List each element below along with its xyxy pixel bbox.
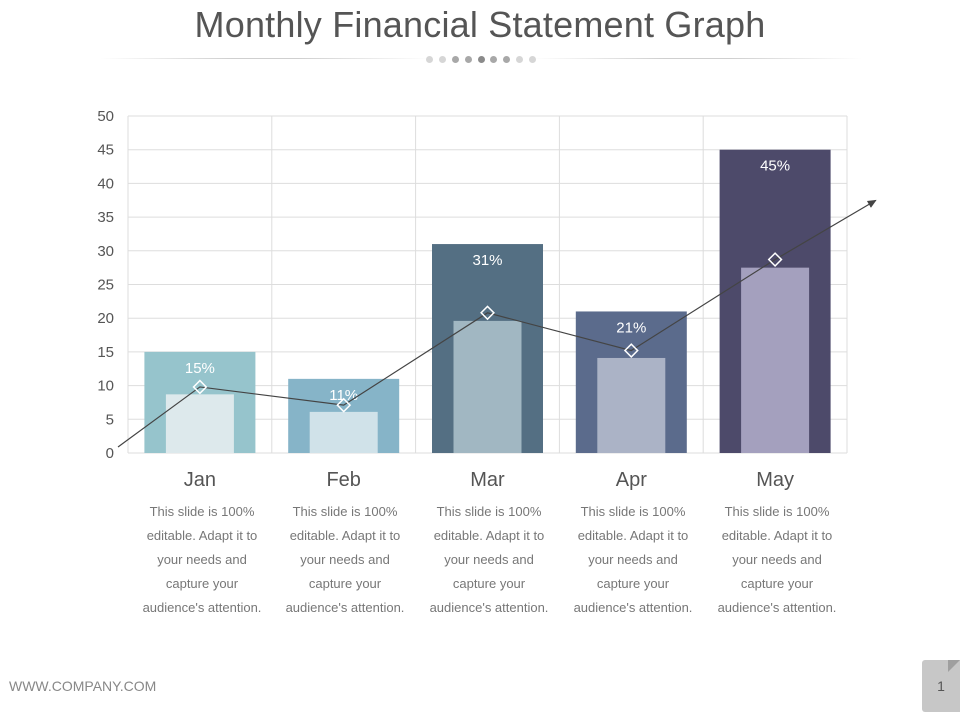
page-number: 1: [937, 678, 945, 694]
footer-url: WWW.COMPANY.COM: [9, 678, 157, 694]
trend-point-marker: [767, 252, 783, 267]
page-title: Monthly Financial Statement Graph: [194, 4, 766, 45]
title-divider-right: [532, 58, 862, 59]
trend-point-marker: [336, 397, 352, 413]
bar-inner: [597, 357, 666, 453]
page-fold-icon: [948, 660, 960, 672]
caption-feb: This slide is 100% editable. Adapt it to…: [285, 504, 405, 615]
caption-apr: This slide is 100% editable. Adapt it to…: [573, 504, 693, 615]
bar-value-label: 31%: [472, 252, 502, 269]
caption-mar: This slide is 100% editable. Adapt it to…: [429, 504, 549, 615]
bar-value-label: 21%: [616, 319, 646, 336]
y-tick-label: 15: [97, 344, 114, 361]
title-dots-ornament: [426, 54, 536, 64]
y-tick-label: 30: [97, 243, 114, 260]
y-tick-label: 35: [97, 209, 114, 226]
y-tick-label: 40: [97, 175, 114, 192]
bar-inner: [741, 267, 810, 453]
bar-inner: [309, 411, 378, 453]
x-category-label: Jan: [184, 469, 216, 491]
x-category-label: Feb: [326, 469, 360, 491]
bar-value-label: 11%: [329, 387, 358, 404]
trend-point-marker: [480, 305, 495, 321]
x-category-label: Apr: [616, 469, 647, 491]
y-tick-label: 45: [97, 142, 114, 159]
trend-point-marker: [623, 343, 639, 358]
bar-inner: [453, 320, 522, 453]
y-tick-label: 5: [106, 411, 114, 428]
trend-point-marker: [192, 379, 208, 395]
y-tick-label: 50: [97, 108, 114, 125]
x-category-label: Mar: [470, 469, 505, 491]
y-tick-label: 10: [97, 378, 114, 395]
y-tick-label: 0: [106, 445, 114, 462]
y-tick-label: 25: [97, 277, 114, 294]
page-number-tab: 1: [922, 660, 960, 712]
title-divider-left: [100, 58, 430, 59]
y-tick-label: 20: [97, 310, 114, 327]
x-category-label: May: [756, 469, 794, 491]
caption-may: This slide is 100% editable. Adapt it to…: [717, 504, 837, 615]
bar-value-label: 45%: [760, 158, 790, 175]
caption-jan: This slide is 100% editable. Adapt it to…: [142, 504, 262, 615]
bar-value-label: 15%: [185, 360, 215, 377]
bar-inner: [165, 394, 234, 453]
trend-line: [117, 199, 877, 448]
